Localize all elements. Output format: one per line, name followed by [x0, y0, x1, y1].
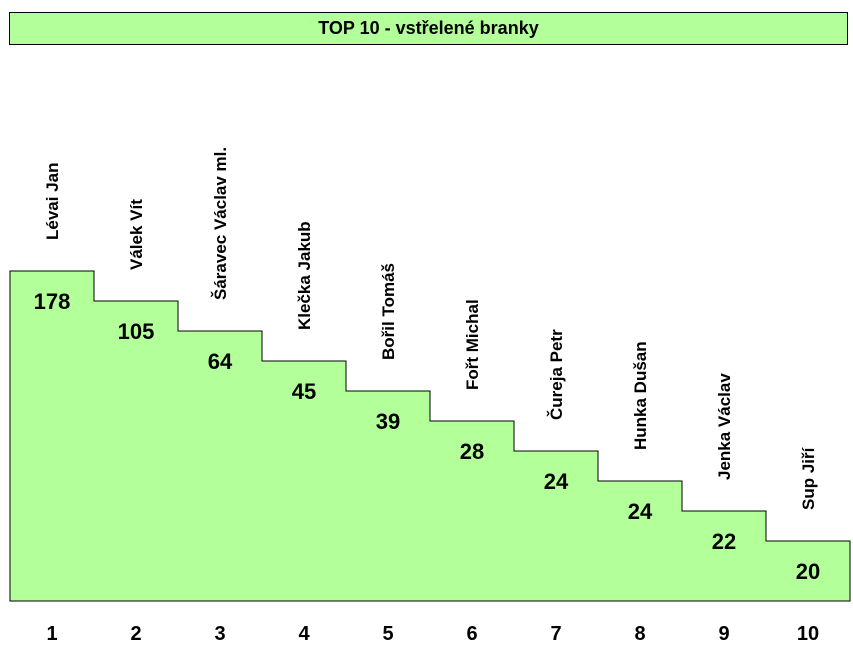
player-name-label: Klečka Jakub: [295, 221, 314, 330]
player-name-label: Sup Jiří: [799, 446, 818, 510]
step-area: [9, 270, 851, 602]
value-label: 24: [628, 499, 653, 524]
value-label: 45: [292, 379, 316, 404]
rank-label: 8: [634, 623, 645, 645]
rank-label: 4: [298, 623, 310, 645]
rank-label: 1: [46, 623, 57, 645]
player-name-label: Bořil Tomáš: [379, 263, 398, 360]
player-name-label: Fořt Michal: [463, 299, 482, 390]
value-label: 22: [712, 529, 736, 554]
rank-label: 2: [130, 623, 141, 645]
player-name-label: Hunka Dušan: [631, 341, 650, 450]
rank-label: 5: [382, 623, 393, 645]
rank-label: 9: [718, 623, 729, 645]
value-label: 24: [544, 469, 569, 494]
player-name-label: Válek Vít: [127, 199, 146, 270]
value-label: 64: [208, 349, 233, 374]
rank-label: 10: [797, 623, 819, 645]
player-name-label: Lévai Jan: [43, 163, 62, 241]
player-name-label: Šáravec Václav ml.: [211, 147, 230, 300]
player-name-label: Čureja Petr: [547, 329, 566, 420]
chart-title: TOP 10 - vstřelené branky: [9, 12, 848, 45]
rank-label: 3: [214, 623, 225, 645]
value-label: 20: [796, 559, 820, 584]
value-label: 28: [460, 439, 484, 464]
rank-label: 7: [550, 623, 561, 645]
value-label: 178: [34, 289, 71, 314]
rank-label: 6: [466, 623, 477, 645]
value-label: 39: [376, 409, 400, 434]
player-name-label: Jenka Václav: [715, 373, 734, 480]
value-label: 105: [118, 319, 155, 344]
